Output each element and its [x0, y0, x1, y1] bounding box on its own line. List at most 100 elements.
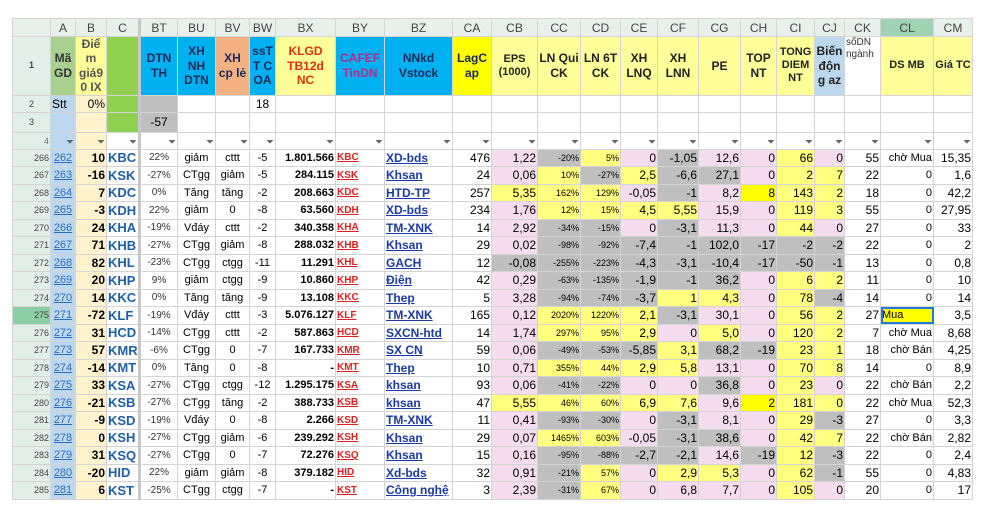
industry-link[interactable]: TM-XNK — [384, 218, 453, 238]
filter-button-CG[interactable]: ⏷ — [698, 131, 741, 150]
filter-icon[interactable]: ⏷ — [443, 136, 451, 148]
filter-icon[interactable]: ⏷ — [375, 136, 383, 148]
header-cell-CF[interactable]: XH LNN — [657, 36, 699, 96]
industry-link[interactable]: Thep — [384, 288, 453, 308]
header-cell-BT[interactable]: DTN TH — [138, 36, 178, 96]
cell-CE2[interactable] — [620, 94, 658, 113]
column-header-C[interactable]: C — [106, 18, 140, 37]
filter-button-CL[interactable]: ⏷ — [880, 131, 934, 150]
header-cell-CC[interactable]: LN Qui CK — [537, 36, 581, 96]
column-header-BT[interactable]: BT — [138, 18, 178, 37]
row-header-267[interactable]: 267 — [12, 166, 51, 185]
filter-icon[interactable]: ⏷ — [266, 136, 274, 148]
cell-BT2[interactable] — [138, 94, 178, 113]
header-cell-CJ[interactable]: Biến động az — [814, 36, 845, 96]
filter-button-CE[interactable]: ⏷ — [620, 131, 658, 150]
filter-button-CD[interactable]: ⏷ — [580, 131, 621, 150]
header-cell-BX[interactable]: KLGD TB12d NC — [275, 36, 336, 96]
header-cell-BZ[interactable]: NNkd Vstock — [384, 36, 453, 96]
cell-CK2[interactable] — [844, 94, 881, 113]
row-link[interactable]: 278 — [50, 428, 76, 448]
filter-button-CF[interactable]: ⏷ — [657, 131, 699, 150]
row-header-2[interactable]: 2 — [12, 94, 51, 113]
filter-icon[interactable]: ⏷ — [805, 136, 813, 148]
column-header-A[interactable]: A — [50, 18, 76, 37]
cafef-link[interactable]: KST — [335, 481, 385, 500]
cell-CL[interactable]: 0 — [880, 288, 934, 308]
industry-link[interactable]: TM-XNK — [384, 411, 453, 430]
cell-CD3[interactable] — [580, 111, 621, 133]
filter-icon[interactable]: ⏷ — [129, 136, 137, 148]
header-cell-CM[interactable]: Giá TC — [933, 36, 973, 96]
row-link[interactable]: 270 — [50, 288, 76, 308]
row-link[interactable]: 277 — [50, 411, 76, 430]
industry-link[interactable]: Công nghệ — [384, 481, 453, 500]
cell-CM3[interactable] — [933, 111, 973, 133]
cell-CC2[interactable] — [537, 94, 581, 113]
filter-button-BU[interactable]: ⏷ — [177, 131, 216, 150]
cell-CC3[interactable] — [537, 111, 581, 133]
cafef-link[interactable]: KSD — [335, 411, 385, 430]
cell-CH2[interactable] — [740, 94, 777, 113]
row-header-1[interactable]: 1 — [12, 36, 51, 96]
filter-icon[interactable]: ⏷ — [326, 136, 334, 148]
cafef-link[interactable]: KSQ — [335, 446, 385, 465]
row-link[interactable]: 265 — [50, 201, 76, 220]
cell-BZ3[interactable] — [384, 111, 453, 133]
header-cell-CI[interactable]: TONG DIEM NT — [776, 36, 815, 96]
filter-button-BW[interactable]: ⏷ — [249, 131, 276, 150]
cafef-link[interactable]: KSA — [335, 376, 385, 395]
row-header-280[interactable]: 280 — [12, 393, 51, 413]
row-header-270[interactable]: 270 — [12, 218, 51, 238]
cell-CL[interactable]: chờ Bán — [880, 376, 934, 395]
row-link[interactable]: 279 — [50, 446, 76, 465]
cafef-link[interactable]: KHA — [335, 218, 385, 238]
industry-link[interactable]: Thep — [384, 358, 453, 378]
cell-CL[interactable]: Mua — [880, 306, 934, 325]
cell-A3[interactable] — [50, 111, 76, 133]
row-header-271[interactable]: 271 — [12, 236, 51, 255]
cell-BW3[interactable] — [249, 111, 276, 133]
row-header-4[interactable]: 4 — [12, 131, 51, 150]
industry-link[interactable]: XD-bds — [384, 201, 453, 220]
row-link[interactable]: 269 — [50, 271, 76, 290]
filter-icon[interactable]: ⏷ — [611, 136, 619, 148]
cell-CL[interactable]: 0 — [880, 481, 934, 500]
cell-A2[interactable]: Stt — [50, 94, 76, 113]
column-header-CJ[interactable]: CJ — [814, 18, 845, 37]
row-link[interactable]: 274 — [50, 358, 76, 378]
header-cell-CD[interactable]: LN 6T CK — [580, 36, 621, 96]
filter-button-CB[interactable]: ⏷ — [491, 131, 538, 150]
row-header-281[interactable]: 281 — [12, 411, 51, 430]
cell-CL[interactable]: 0 — [880, 463, 934, 483]
filter-icon[interactable]: ⏷ — [963, 136, 971, 148]
filter-icon[interactable]: ⏷ — [66, 136, 74, 148]
cell-CL[interactable]: 0 — [880, 411, 934, 430]
row-header-284[interactable]: 284 — [12, 463, 51, 483]
industry-link[interactable]: Khsan — [384, 428, 453, 448]
filter-icon[interactable]: ⏷ — [240, 136, 248, 148]
filter-icon[interactable]: ⏷ — [168, 136, 176, 148]
cafef-link[interactable]: KMT — [335, 358, 385, 378]
column-header-B[interactable]: B — [75, 18, 107, 37]
column-header-BW[interactable]: BW — [249, 18, 276, 37]
cell-CL[interactable]: 0 — [880, 253, 934, 273]
row-header-274[interactable]: 274 — [12, 288, 51, 308]
filter-icon[interactable]: ⏷ — [206, 136, 214, 148]
cell-CL[interactable]: chờ Mua — [880, 323, 934, 343]
cell-CL3[interactable] — [880, 111, 934, 133]
filter-icon[interactable]: ⏷ — [924, 136, 932, 148]
filter-button-BY[interactable]: ⏷ — [335, 131, 385, 150]
row-header-279[interactable]: 279 — [12, 376, 51, 395]
row-link[interactable]: 276 — [50, 393, 76, 413]
header-cell-BU[interactable]: XH NH DTN — [177, 36, 216, 96]
header-cell-CL[interactable]: DS MB — [880, 36, 934, 96]
column-header-CH[interactable]: CH — [740, 18, 777, 37]
filter-button-C[interactable]: ⏷ — [106, 131, 140, 150]
cafef-link[interactable]: KLF — [335, 306, 385, 325]
cell-BV3[interactable] — [215, 111, 250, 133]
header-cell-BY[interactable]: CAFEF TinDN — [335, 36, 385, 96]
industry-link[interactable]: TM-XNK — [384, 306, 453, 325]
cell-BU3[interactable] — [177, 111, 216, 133]
cell-C2[interactable] — [106, 94, 140, 113]
